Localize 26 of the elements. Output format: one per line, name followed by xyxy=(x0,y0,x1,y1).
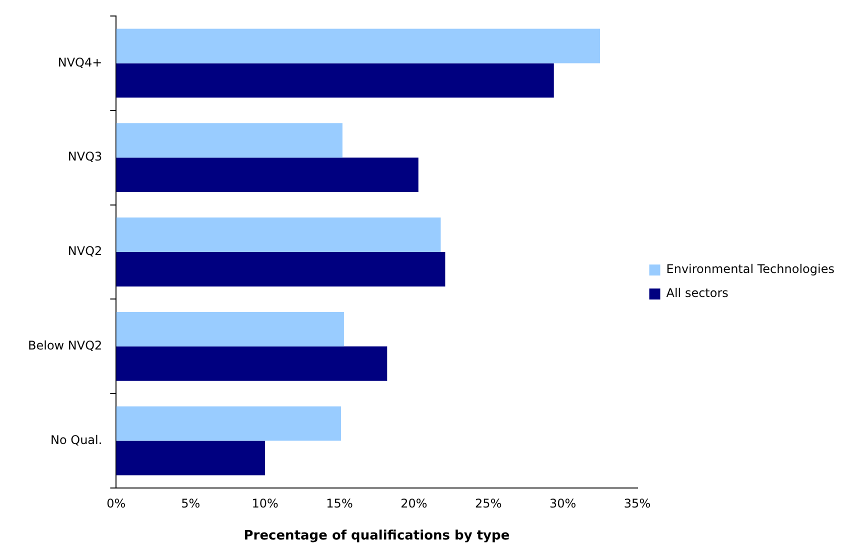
bar xyxy=(116,63,554,98)
legend-label: Environmental Technologies xyxy=(666,262,834,276)
bar xyxy=(116,252,446,286)
bar xyxy=(116,123,342,158)
bar xyxy=(116,218,441,252)
x-tick-label: 15% xyxy=(326,496,353,510)
x-tick-label: 20% xyxy=(400,496,428,510)
legend-label: All sectors xyxy=(666,286,728,300)
y-tick-label: NVQ2 xyxy=(68,244,102,258)
y-tick-label: NVQ3 xyxy=(68,150,102,164)
y-tick-label: NVQ4+ xyxy=(58,55,102,70)
bar xyxy=(116,346,388,381)
x-tick-label: 25% xyxy=(475,496,502,510)
x-tick-label: 10% xyxy=(252,496,278,510)
y-tick-label: Below NVQ2 xyxy=(28,338,102,353)
y-tick-label: No Qual. xyxy=(50,432,102,447)
bar xyxy=(116,440,266,476)
x-tick-label: 35% xyxy=(624,496,651,510)
bar xyxy=(116,312,344,346)
x-tick-label: 30% xyxy=(549,496,576,510)
x-tick-label: 5% xyxy=(181,496,200,510)
bar xyxy=(116,406,341,441)
x-tick-label: 0% xyxy=(106,496,126,510)
bar xyxy=(116,158,418,192)
x-axis-title: Precentage of qualifications by type xyxy=(244,528,510,544)
bar xyxy=(116,28,600,64)
